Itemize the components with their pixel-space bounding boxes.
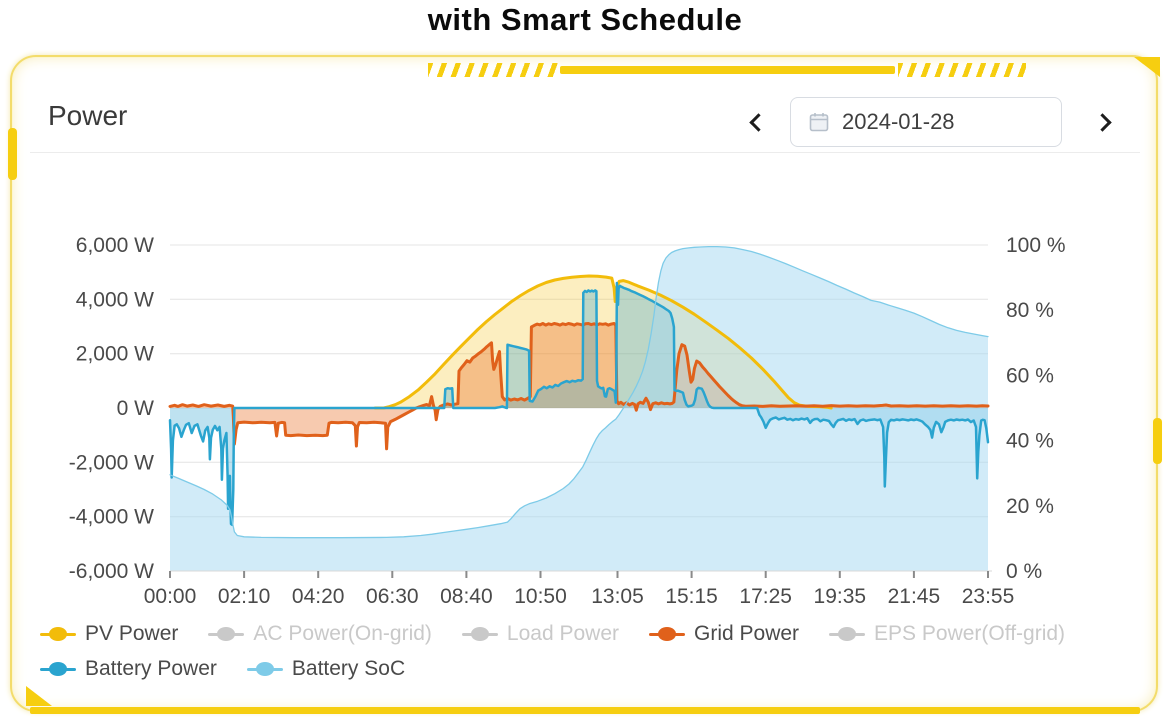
legend-marker-icon (40, 661, 76, 677)
y-right-axis-label: 0 % (1006, 560, 1042, 583)
y-right-axis-label: 100 % (1006, 234, 1066, 257)
y-left-axis-label: 6,000 W (76, 234, 154, 257)
x-axis-label: 06:30 (366, 585, 419, 608)
y-right-axis-label: 40 % (1006, 430, 1054, 453)
legend-item-battery-soc[interactable]: Battery SoC (246, 657, 406, 681)
frame-corner-triangle-bottom-left (26, 686, 52, 706)
x-axis-label: 04:20 (292, 585, 345, 608)
series-line-battery-soc (169, 245, 989, 539)
frame-accent-bar (560, 66, 895, 74)
series-line-pv-power (373, 274, 833, 410)
y-right-axis-label: 80 % (1006, 299, 1054, 322)
page-title: with Smart Schedule (427, 2, 743, 37)
series-area-battery-soc (170, 246, 988, 571)
y-left-axis-label: 2,000 W (76, 343, 154, 366)
legend-row: Battery Power Battery SoC (40, 657, 1140, 681)
y-left-axis-label: 0 W (117, 397, 155, 420)
legend-item-eps-power-off-grid-[interactable]: EPS Power(Off-grid) (829, 622, 1065, 646)
legend-item-pv-power[interactable]: PV Power (40, 622, 178, 646)
x-axis-label: 19:35 (814, 585, 867, 608)
legend-label: AC Power(On-grid) (253, 622, 432, 645)
chevron-left-icon (748, 112, 768, 132)
legend-label: Grid Power (694, 622, 800, 645)
series-area-battery-power (170, 283, 988, 525)
x-axis-label: 17:25 (739, 585, 792, 608)
legend-label: PV Power (85, 622, 179, 645)
frame-tab-right (1153, 418, 1162, 464)
legend-label: Load Power (506, 622, 619, 645)
chevron-right-icon (1092, 112, 1112, 132)
legend-label: Battery Power (85, 657, 217, 680)
x-axis-label: 15:15 (665, 585, 718, 608)
y-left-axis-label: 4,000 W (76, 288, 154, 311)
legend-marker-icon (40, 626, 76, 642)
y-left-axis-label: -2,000 W (69, 451, 154, 474)
legend-row: PV Power AC Power(On-grid) Load Power Grid … (40, 622, 1140, 646)
legend-marker-icon (649, 626, 685, 642)
frame-hatch-left-decoration (428, 63, 558, 77)
y-right-axis-label: 60 % (1006, 364, 1054, 387)
series-line-grid-power (168, 322, 990, 451)
date-picker[interactable]: 2024-01-28 (790, 97, 1062, 147)
chart-legend: PV Power AC Power(On-grid) Load Power Grid … (40, 622, 1140, 681)
date-value: 2024-01-28 (842, 109, 955, 134)
legend-marker-icon (461, 626, 498, 642)
frame-bottom-bar (30, 707, 1140, 714)
x-axis-label: 10:50 (514, 585, 567, 608)
legend-item-load-power[interactable]: Load Power (461, 622, 619, 646)
x-axis-label: 02:10 (218, 585, 271, 608)
legend-marker-icon (829, 626, 866, 642)
x-axis-label: 23:55 (962, 585, 1015, 608)
frame-hatch-right-decoration (898, 63, 1026, 77)
legend-item-grid-power[interactable]: Grid Power (649, 622, 799, 646)
y-left-axis-label: -4,000 W (69, 506, 154, 529)
legend-label: EPS Power(Off-grid) (874, 622, 1066, 645)
section-title: Power (48, 100, 128, 131)
legend-marker-icon (208, 626, 245, 642)
legend-marker-icon (246, 661, 283, 677)
legend-item-ac-power-on-grid-[interactable]: AC Power(On-grid) (208, 622, 432, 646)
legend-item-battery-power[interactable]: Battery Power (40, 657, 217, 681)
legend-label: Battery SoC (291, 657, 406, 680)
series-area-grid-power (170, 323, 988, 449)
header-divider (30, 152, 1140, 153)
next-day-button[interactable] (1084, 104, 1120, 140)
x-axis-label: 13:05 (591, 585, 644, 608)
power-chart: 00:00 02:10 04:20 06:30 08:40 10:50 13:05 15:15… (69, 234, 1066, 608)
y-right-axis-label: 20 % (1006, 495, 1054, 518)
y-left-axis-label: -6,000 W (69, 560, 154, 583)
calendar-icon (809, 113, 829, 132)
frame-tab-left (8, 128, 17, 180)
x-axis-label: 00:00 (144, 585, 197, 608)
x-axis-label: 21:45 (888, 585, 941, 608)
series-line-battery-power (168, 281, 990, 527)
frame-corner-triangle-top-right (1134, 57, 1160, 77)
x-axis-label: 08:40 (440, 585, 493, 608)
previous-day-button[interactable] (740, 104, 776, 140)
